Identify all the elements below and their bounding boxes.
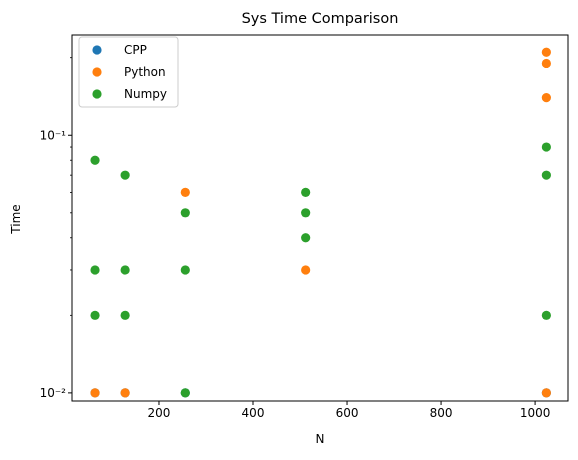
ticks-layer: 200 400 600 800 1000 10⁻² 10⁻¹ [40,57,551,420]
python-point-0 [90,388,100,398]
python-point-6 [541,93,551,103]
numpy-point-1 [90,265,100,275]
python-point-1 [120,388,130,398]
x-axis-label: N [316,432,325,446]
legend: CPP Python Numpy [78,36,179,108]
x-tick-label: 800 [430,406,453,420]
legend-label-numpy: Numpy [124,87,167,101]
numpy-point-9 [301,187,311,198]
numpy-point-8 [180,388,190,398]
y-tick-label: 10⁻² [40,386,67,400]
legend-label-cpp: CPP [124,43,147,57]
python-point-4 [541,47,551,57]
plot-frame [71,34,569,402]
y-tick-label: 10⁻¹ [40,128,67,142]
numpy-point-4 [120,265,130,275]
chart-title: Sys Time Comparison [242,11,399,27]
legend-marker-python [92,67,102,77]
numpy-point-7 [180,265,190,275]
legend-marker-cpp [92,45,102,55]
x-tick-label: 600 [336,406,359,420]
legend-box [78,36,179,108]
numpy-point-0 [90,155,100,165]
python-point-5 [541,58,551,69]
python-point-3 [301,265,311,275]
numpy-point-11 [301,233,311,243]
legend-label-python: Python [124,65,166,79]
numpy-point-6 [180,208,190,218]
y-axis-label: Time [9,204,23,234]
numpy-point-14 [541,310,551,320]
python-point-2 [180,187,190,198]
x-tick-label: 1000 [520,406,551,420]
numpy-point-5 [120,310,130,320]
numpy-point-2 [90,310,100,320]
python-point-7 [541,388,551,398]
numpy-point-12 [541,142,551,152]
numpy-point-10 [301,208,311,218]
points-layer [90,47,551,398]
legend-marker-numpy [92,89,102,99]
numpy-point-13 [541,170,551,180]
x-tick-label: 400 [242,406,265,420]
numpy-point-3 [120,170,130,180]
x-tick-label: 200 [148,406,171,420]
